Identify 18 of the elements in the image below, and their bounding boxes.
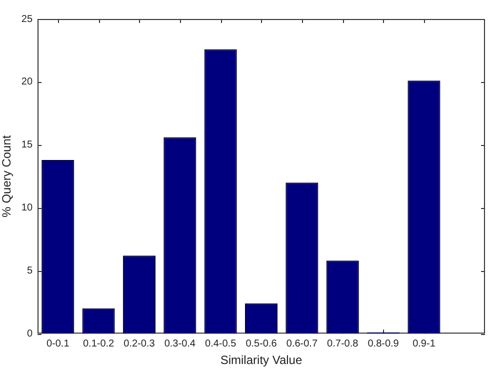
x-tick-label: 0.1-0.2 — [82, 338, 115, 350]
x-tick-label: 0.4-0.5 — [205, 338, 237, 350]
x-tick-label: 0-0.1 — [46, 338, 70, 350]
x-tick-label: 0.5-0.6 — [246, 338, 278, 350]
y-tick-label: 0 — [26, 328, 33, 340]
y-tick-label: 5 — [26, 265, 33, 276]
y-axis-title: % Query Count — [0, 134, 14, 218]
y-tick-label: 20 — [21, 76, 33, 88]
y-tick-label: 25 — [21, 14, 33, 25]
x-tick-label: 0.7-0.8 — [327, 338, 359, 350]
y-tick-label: 15 — [21, 140, 33, 151]
x-tick-label: 0.2-0.3 — [124, 338, 156, 350]
y-tick-label: 10 — [21, 202, 33, 214]
x-tick-label: 0.6-0.7 — [286, 338, 318, 350]
x-axis-title: Similarity Value — [220, 353, 302, 368]
x-tick-label: 0.8-0.9 — [368, 338, 400, 350]
x-tick-label: 0.3-0.4 — [164, 338, 196, 350]
x-tick-label: 0.9-1 — [412, 338, 436, 350]
